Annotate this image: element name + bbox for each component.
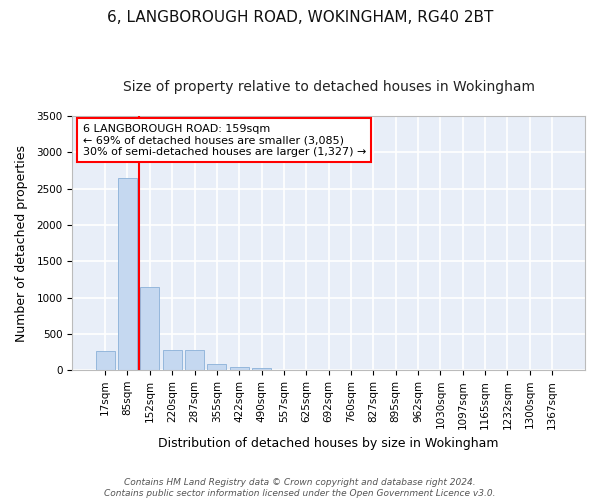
Text: 6 LANGBOROUGH ROAD: 159sqm
← 69% of detached houses are smaller (3,085)
30% of s: 6 LANGBOROUGH ROAD: 159sqm ← 69% of deta… — [83, 124, 366, 157]
Text: 6, LANGBOROUGH ROAD, WOKINGHAM, RG40 2BT: 6, LANGBOROUGH ROAD, WOKINGHAM, RG40 2BT — [107, 10, 493, 25]
Title: Size of property relative to detached houses in Wokingham: Size of property relative to detached ho… — [122, 80, 535, 94]
Bar — [230, 366, 249, 370]
Text: Contains HM Land Registry data © Crown copyright and database right 2024.
Contai: Contains HM Land Registry data © Crown c… — [104, 478, 496, 498]
Bar — [95, 350, 115, 370]
Bar — [252, 368, 271, 370]
Bar — [118, 178, 137, 370]
Bar — [163, 350, 182, 370]
Y-axis label: Number of detached properties: Number of detached properties — [15, 144, 28, 342]
X-axis label: Distribution of detached houses by size in Wokingham: Distribution of detached houses by size … — [158, 437, 499, 450]
Bar — [185, 350, 204, 370]
Bar — [208, 364, 226, 370]
Bar — [140, 288, 160, 370]
